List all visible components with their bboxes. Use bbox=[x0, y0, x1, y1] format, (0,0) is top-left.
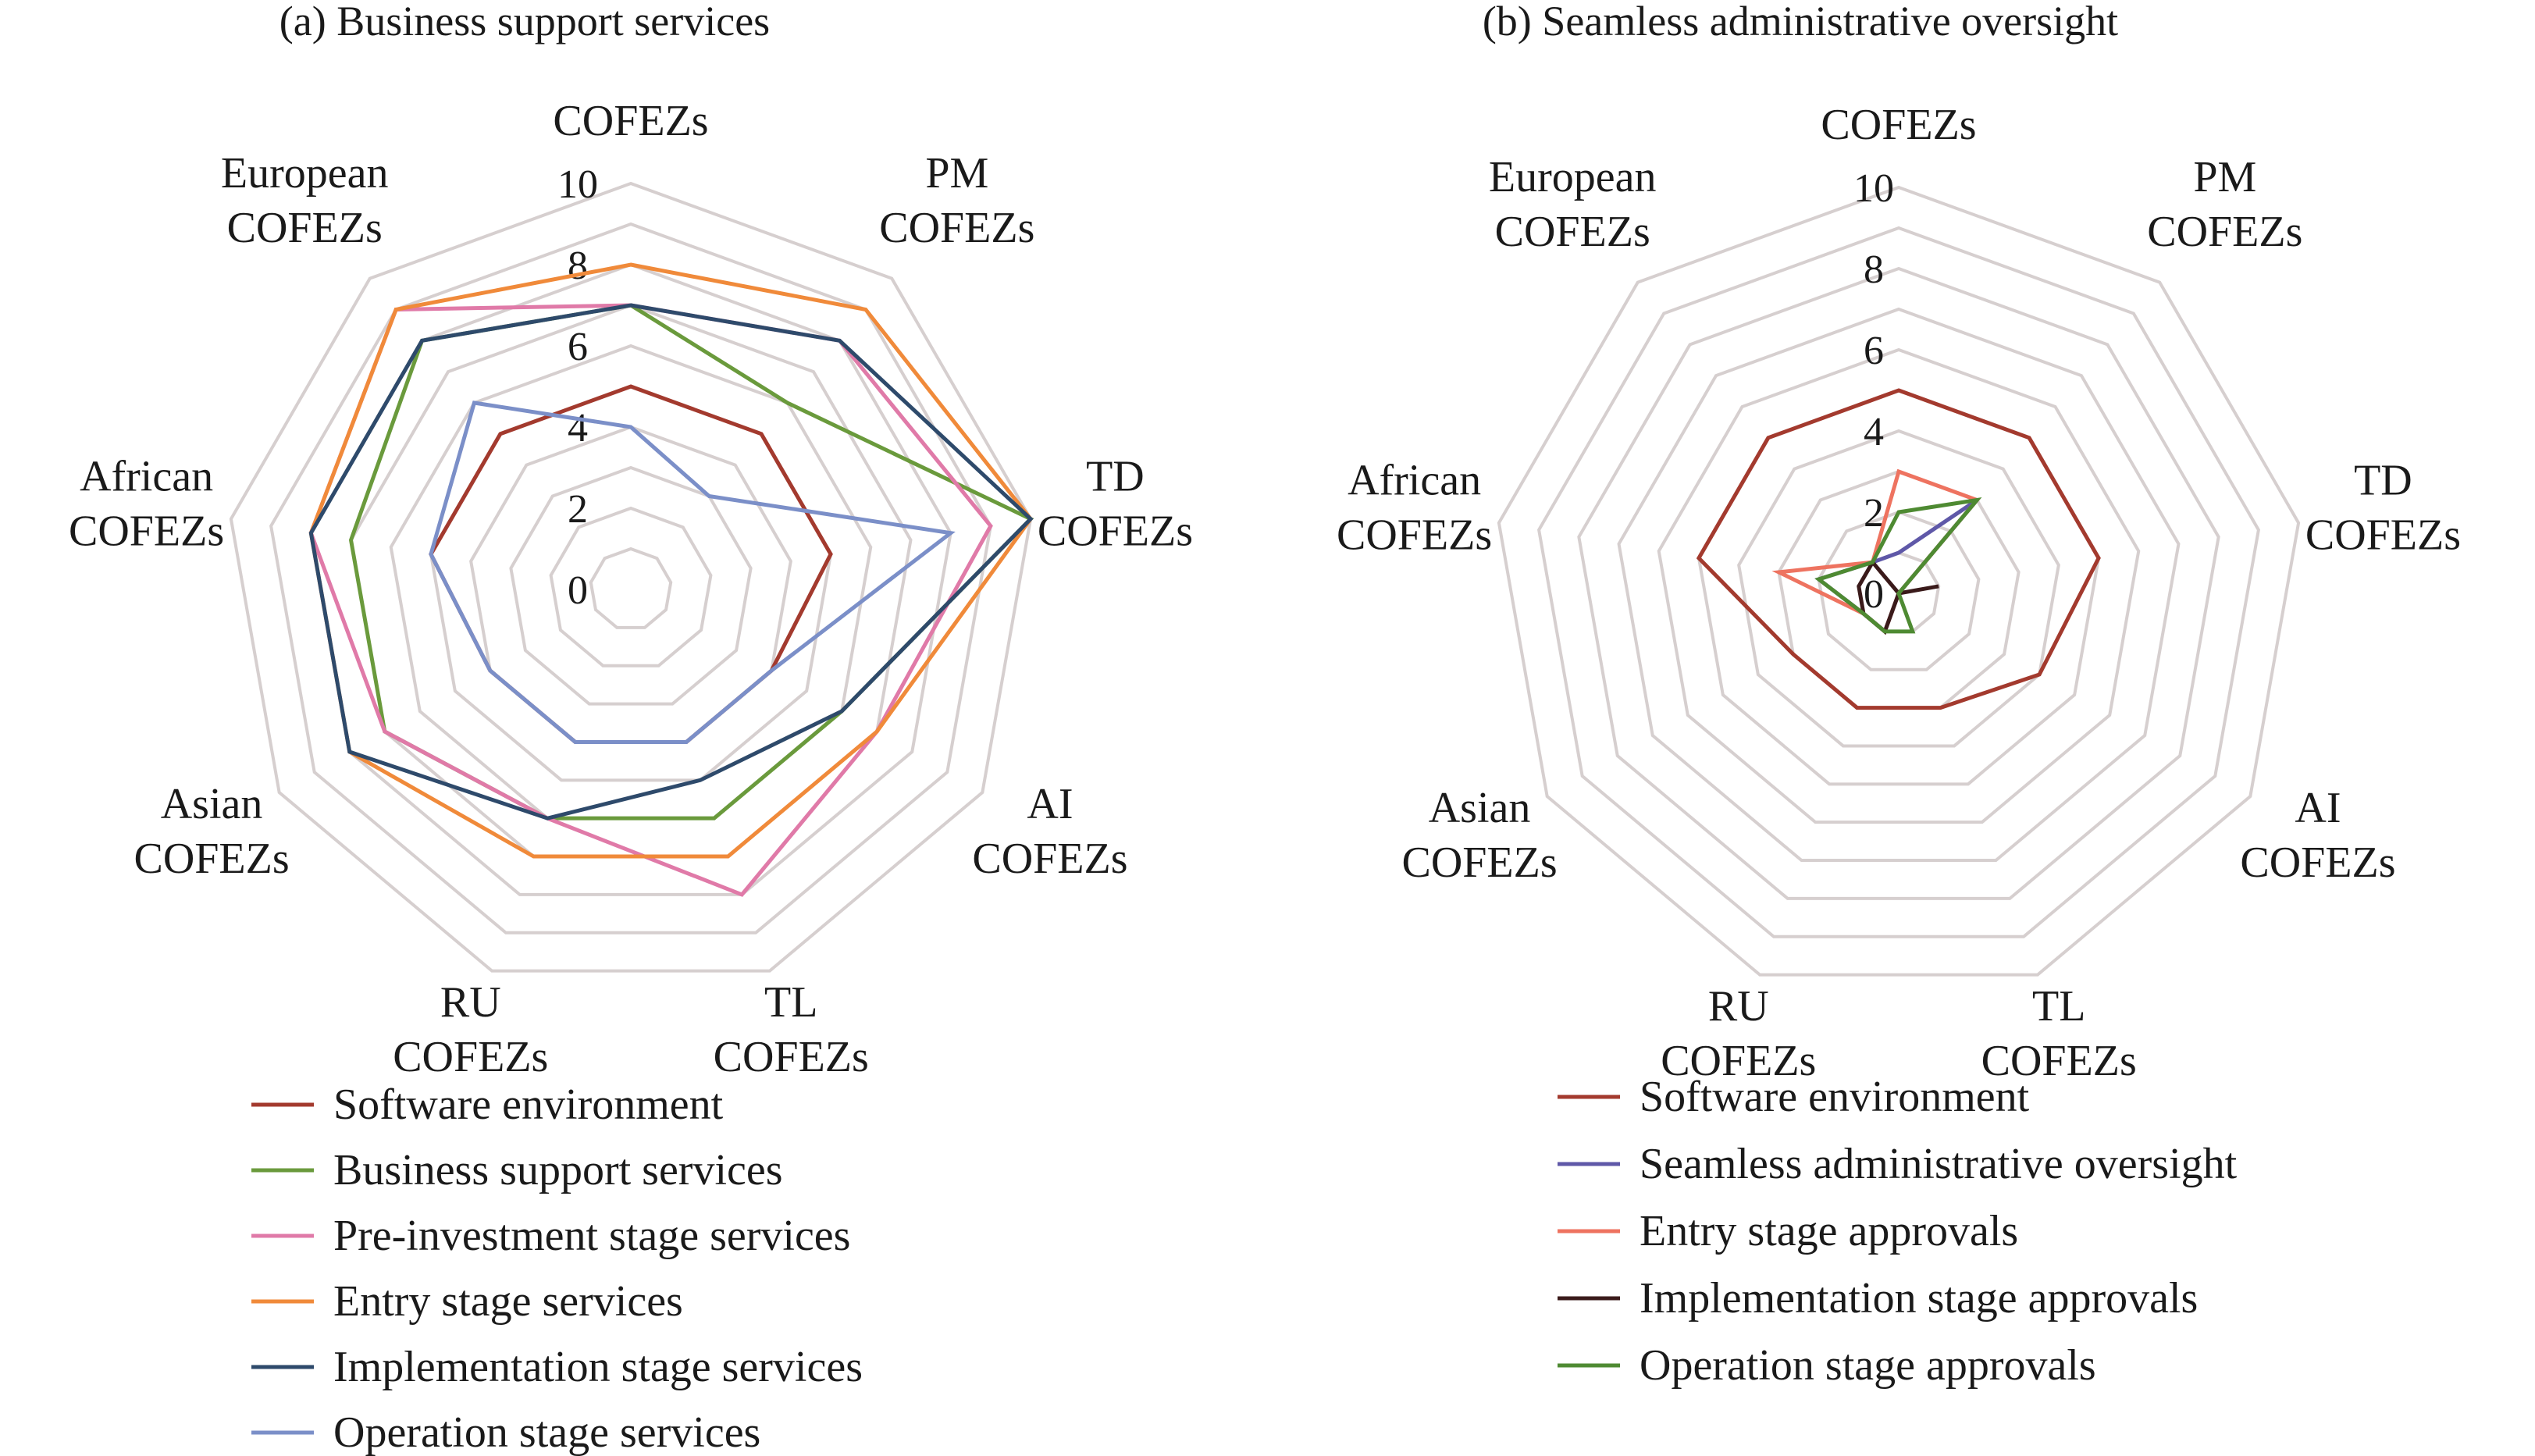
legend-label: Seamless administrative oversight bbox=[1640, 1140, 2238, 1188]
axis-label: RU bbox=[440, 978, 501, 1027]
legend-label: Entry stage approvals bbox=[1640, 1207, 2018, 1255]
grid-ring bbox=[589, 546, 673, 629]
legend-label: Software environment bbox=[333, 1080, 724, 1129]
axis-label: AI bbox=[1027, 780, 1073, 828]
chart-title: (b) Seamless administrative oversight bbox=[1483, 0, 2118, 44]
axis-label: COFEZs bbox=[1038, 507, 1193, 556]
legend-label: Operation stage approvals bbox=[1640, 1341, 2096, 1390]
axis-label: COFEZs bbox=[972, 835, 1127, 883]
axis-label: Asian bbox=[1429, 784, 1531, 832]
axis-label: COFEZs bbox=[1401, 838, 1557, 887]
axis-label: COFEZs bbox=[134, 835, 289, 883]
tick-label: 10 bbox=[1853, 166, 1894, 211]
axis-label: COFEZs bbox=[1337, 511, 1492, 560]
axis-label: COFEZs bbox=[1661, 1037, 1816, 1085]
tick-label: 8 bbox=[1864, 247, 1884, 292]
axis-label: European bbox=[221, 149, 389, 198]
axis-label: TL bbox=[764, 978, 817, 1027]
tick-label: 10 bbox=[557, 162, 598, 207]
axis-label: AI bbox=[2295, 784, 2341, 832]
axis-label: COFEZs bbox=[393, 1033, 548, 1081]
axis-label: COFEZs bbox=[1821, 101, 1976, 149]
axis-label: COFEZs bbox=[1981, 1037, 2137, 1085]
grid-ring bbox=[1577, 266, 2220, 900]
axis-label: RU bbox=[1708, 982, 1769, 1031]
series-line-1 bbox=[1696, 388, 2101, 710]
axis-label: PM bbox=[2193, 153, 2256, 201]
grid-ring bbox=[269, 222, 992, 934]
legend: Software environment Business support ser… bbox=[251, 1080, 863, 1456]
tick-label: 4 bbox=[1864, 410, 1884, 454]
chart-title: (a) Business support services bbox=[279, 0, 770, 44]
tick-label: 8 bbox=[568, 244, 588, 288]
tick-label: 6 bbox=[568, 325, 588, 369]
axis-label: TD bbox=[1086, 453, 1145, 501]
radar-chart-a: (a) Business support services 0 2 4 6 8 10 COFE… bbox=[69, 0, 1193, 1456]
axis-label: Asian bbox=[161, 780, 263, 828]
series-line-6 bbox=[429, 400, 956, 744]
grid-ring bbox=[1657, 347, 2141, 824]
grid-ring bbox=[1697, 388, 2101, 786]
axis-label: European bbox=[1489, 153, 1657, 201]
series-line-5 bbox=[1814, 497, 1982, 634]
grid-ring bbox=[1737, 429, 2060, 748]
series-line-2 bbox=[348, 303, 1034, 821]
series-line-4 bbox=[308, 262, 1034, 859]
axis-label: COFEZs bbox=[2147, 208, 2302, 256]
grid-ring bbox=[549, 506, 713, 667]
radar-grid bbox=[1497, 185, 2301, 977]
axis-label: COFEZs bbox=[714, 1033, 869, 1081]
tick-label: 6 bbox=[1864, 329, 1884, 373]
axis-label: TL bbox=[2032, 982, 2085, 1031]
grid-ring bbox=[1537, 226, 2260, 938]
axis-label: COFEZs bbox=[553, 97, 708, 145]
grid-ring bbox=[429, 384, 833, 782]
axis-label: COFEZs bbox=[2305, 511, 2461, 560]
legend-label: Implementation stage services bbox=[333, 1343, 863, 1391]
axis-label: African bbox=[1348, 457, 1481, 505]
axis-label: African bbox=[80, 453, 213, 501]
legend-label: Operation stage services bbox=[333, 1408, 760, 1456]
axis-label: COFEZs bbox=[227, 204, 383, 252]
tick-label: 0 bbox=[1864, 572, 1884, 617]
tick-label: 2 bbox=[568, 487, 588, 532]
radar-chart-b: (b) Seamless administrative oversight024… bbox=[1337, 0, 2461, 1390]
legend-label: Business support services bbox=[333, 1146, 783, 1194]
axis-label: COFEZs bbox=[879, 204, 1034, 252]
grid-ring bbox=[509, 465, 753, 706]
tick-label: 0 bbox=[568, 568, 588, 613]
axis-label: COFEZs bbox=[2240, 838, 2395, 887]
axis-label: PM bbox=[925, 149, 988, 198]
grid-ring bbox=[1617, 307, 2181, 863]
legend: Software environment Seamless administrat… bbox=[1558, 1073, 2238, 1390]
legend-label: Software environment bbox=[1640, 1073, 2030, 1121]
legend-label: Implementation stage approvals bbox=[1640, 1274, 2198, 1323]
legend-label: Entry stage services bbox=[333, 1277, 683, 1326]
axis-label: COFEZs bbox=[69, 507, 224, 556]
axis-label: TD bbox=[2354, 457, 2412, 505]
axis-label: COFEZs bbox=[1495, 208, 1650, 256]
legend-label: Pre-investment stage services bbox=[333, 1212, 850, 1260]
tick-label: 4 bbox=[568, 406, 588, 450]
series-line-1 bbox=[429, 384, 833, 744]
grid-ring bbox=[229, 181, 1033, 973]
grid-ring bbox=[1817, 510, 1981, 671]
series-line-5 bbox=[308, 303, 1034, 821]
grid-ring bbox=[1497, 185, 2301, 977]
